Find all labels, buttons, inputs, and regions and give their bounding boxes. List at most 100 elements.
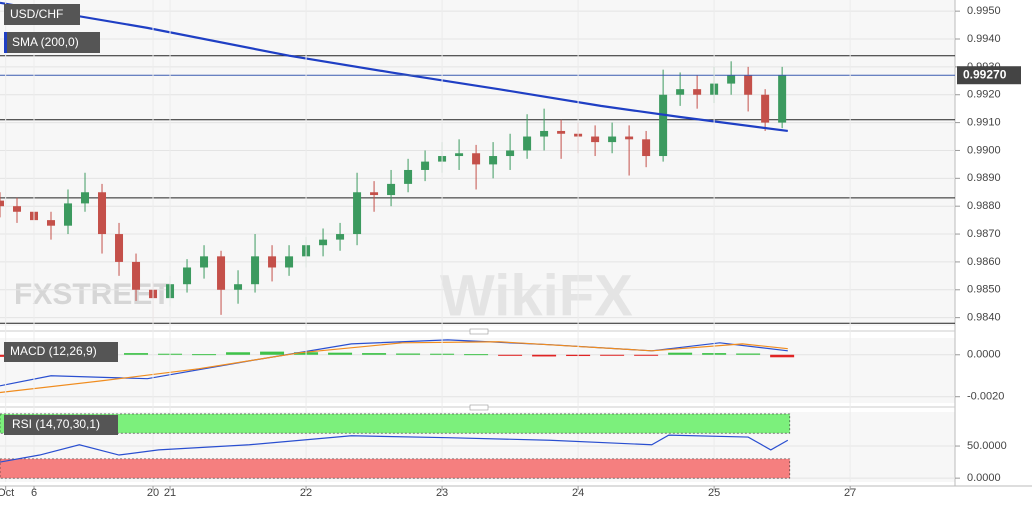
macd-panel (0, 338, 955, 403)
resize-handle[interactable] (469, 404, 489, 411)
candle-body (693, 89, 702, 95)
last-price-label: 0.99270 (963, 67, 1007, 81)
series-line (0, 341, 788, 394)
candle-body (778, 75, 787, 123)
candle-body (659, 94, 668, 157)
candle-body (489, 156, 498, 165)
candle-body (404, 169, 413, 184)
x-tick-label: 24 (572, 487, 584, 499)
x-tick-label: 21 (164, 487, 176, 499)
histogram-bar (668, 352, 693, 355)
candle-body (523, 136, 532, 151)
candle-body (744, 75, 753, 95)
legend-box (4, 415, 118, 435)
x-tick-label: 20 (147, 487, 159, 499)
legend-swatch (4, 32, 7, 53)
candle-body (625, 136, 634, 140)
candle-body (47, 220, 56, 226)
histogram-bar (260, 351, 285, 355)
candle-body (115, 234, 124, 262)
candle-body (200, 256, 209, 268)
histogram-bar (192, 354, 217, 356)
histogram-bar (532, 354, 557, 357)
candle-body (64, 203, 73, 226)
histogram-bar (634, 354, 659, 356)
candle-body (98, 192, 107, 235)
watermark: WikiFX (440, 263, 633, 328)
y-tick-label: 0.9950 (967, 5, 1001, 17)
candle-body (761, 94, 770, 123)
candle-body (336, 234, 345, 240)
y-tick-label: 0.9920 (967, 89, 1001, 101)
candle-body (676, 89, 685, 95)
candle-body (421, 161, 430, 170)
histogram-bar (770, 354, 795, 358)
candle-body (285, 256, 294, 268)
y-tick-label: 0.9940 (967, 33, 1001, 45)
legend-box (4, 342, 118, 362)
y-tick-label: -0.0020 (967, 391, 1004, 403)
candle-body (0, 200, 4, 207)
y-tick-label: 0.9860 (967, 256, 1001, 268)
y-tick-label: 0.9890 (967, 172, 1001, 184)
candle-body (608, 136, 617, 143)
x-tick-label: 6 (31, 487, 37, 499)
candle-body (353, 192, 362, 235)
last-price-box (957, 66, 1021, 85)
y-tick-label: 50.0000 (967, 440, 1007, 452)
histogram-bar (736, 353, 761, 355)
y-tick-label: 0.9850 (967, 284, 1001, 296)
candle-body (132, 261, 141, 290)
y-tick-label: 0.9870 (967, 228, 1001, 240)
candle-body (591, 136, 600, 143)
legend: USD/CHF SMA (200,0) MACD (12,26,9) RSI (… (4, 4, 118, 435)
x-tick-label: 27 (844, 487, 856, 499)
histogram-bar (328, 352, 353, 355)
y-tick-label: 0.9880 (967, 200, 1001, 212)
overbought-band (0, 413, 791, 434)
legend-box (4, 4, 80, 25)
x-tick-label: 23 (436, 487, 448, 499)
histogram-bar (600, 354, 625, 356)
candle-body (234, 284, 243, 290)
candle-body (455, 153, 464, 157)
candle-body (540, 130, 549, 137)
legend-entry: SMA (200,0) (12, 35, 79, 49)
candle-body (217, 256, 226, 290)
candle-body (557, 130, 566, 134)
candle-body (370, 192, 379, 196)
candle-body (472, 153, 481, 165)
x-tick-label: 22 (300, 487, 312, 499)
histogram-bar (396, 353, 421, 355)
candle-body (13, 206, 22, 212)
x-tick-label: Oct (0, 487, 14, 499)
series-line (0, 434, 789, 463)
legend-title: MACD (12,26,9) (10, 344, 97, 358)
y-tick-label: 0.9900 (967, 144, 1001, 156)
candle-body (268, 256, 277, 268)
candle-body (183, 267, 192, 285)
y-tick-label: 0.0000 (967, 472, 1001, 484)
watermark: FXSTREET (14, 278, 171, 311)
candle-body (727, 75, 736, 84)
candle-body (642, 139, 651, 157)
histogram-bar (464, 354, 489, 356)
candle-body (387, 183, 396, 196)
y-tick-label: 0.0000 (967, 349, 1001, 361)
candle-body (319, 239, 328, 246)
y-tick-label: 0.9840 (967, 312, 1001, 324)
legend-title: USD/CHF (10, 7, 63, 21)
y-tick-label: 0.9910 (967, 117, 1001, 129)
legend-box (4, 32, 100, 53)
legend-title: RSI (14,70,30,1) (12, 417, 100, 431)
histogram-bar (124, 353, 149, 355)
resize-handle[interactable] (469, 328, 489, 335)
plot-layer: 0.99500.99400.99300.99200.99100.99000.98… (0, 0, 1021, 499)
oversold-band (0, 458, 791, 479)
histogram-bar (498, 354, 523, 356)
candle-body (81, 192, 90, 204)
candle-body (506, 150, 515, 157)
histogram-bar (362, 353, 387, 355)
candle-body (251, 256, 260, 285)
